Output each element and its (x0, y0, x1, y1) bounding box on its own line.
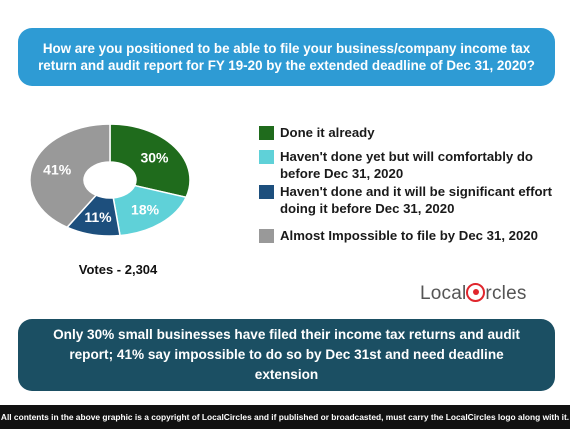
legend-label-1: Done it already (280, 125, 375, 140)
footer-text: All contents in the above graphic is a c… (0, 412, 570, 422)
donut-chart: 30% 18% 11% 41% (29, 123, 191, 237)
legend-label-2: Haven't done yet but will comfortably do… (280, 149, 533, 181)
question-banner: How are you positioned to be able to fil… (18, 28, 555, 86)
question-text: How are you positioned to be able to fil… (38, 41, 535, 73)
legend-swatch-2 (259, 150, 274, 164)
localcircles-logo: Local rcles (420, 283, 527, 305)
donut-slice-2 (112, 184, 188, 237)
legend-label-3: Haven't done and it will be significant … (280, 184, 553, 216)
legend-item-4: Almost Impossible to file by Dec 31, 202… (259, 227, 555, 244)
logo-text-prefix: Local (420, 283, 467, 304)
legend-item-1: Done it already (259, 124, 555, 141)
donut-slice-4 (29, 123, 111, 229)
legend-item-3: Haven't done and it will be significant … (259, 183, 555, 217)
copyright-footer: All contents in the above graphic is a c… (0, 405, 570, 429)
legend-item-2: Haven't done yet but will comfortably do… (259, 148, 555, 182)
legend-label-4: Almost Impossible to file by Dec 31, 202… (280, 228, 538, 243)
votes-count: Votes - 2,304 (78, 262, 158, 277)
donut-slice-label-4: 41% (43, 161, 72, 177)
summary-banner: Only 30% small businesses have filed the… (18, 319, 555, 391)
summary-text: Only 30% small businesses have filed the… (53, 327, 520, 382)
legend-swatch-4 (259, 229, 274, 243)
donut-slice-label-1: 30% (140, 150, 169, 166)
donut-slice-1 (109, 123, 191, 199)
legend-swatch-1 (259, 126, 274, 140)
donut-slice-label-3: 11% (84, 209, 112, 225)
logo-circle-icon (466, 283, 486, 302)
donut-slice-label-2: 18% (131, 201, 160, 217)
legend-swatch-3 (259, 185, 274, 199)
logo-text-suffix: rcles (485, 283, 527, 304)
